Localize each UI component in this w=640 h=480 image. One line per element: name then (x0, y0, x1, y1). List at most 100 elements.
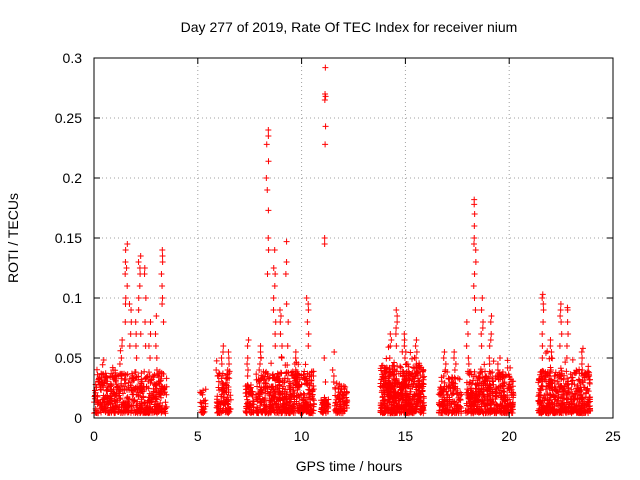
data-point (500, 393, 507, 400)
data-point (274, 403, 281, 410)
data-point (402, 384, 409, 391)
data-point (486, 355, 493, 361)
data-point (223, 398, 230, 405)
data-point (289, 405, 296, 412)
data-point (502, 372, 509, 379)
data-point (123, 265, 130, 271)
data-point (549, 406, 556, 413)
data-point (264, 271, 271, 277)
data-point (340, 393, 347, 400)
data-point (561, 387, 568, 394)
data-point (480, 391, 487, 398)
data-point (141, 368, 148, 375)
data-point (305, 331, 312, 337)
data-point (414, 398, 421, 405)
data-point (105, 397, 112, 404)
data-point (307, 402, 314, 409)
data-point (99, 361, 106, 368)
data-point (581, 376, 588, 383)
data-point (417, 409, 424, 416)
data-point (394, 319, 401, 325)
x-tick-label: 25 (605, 428, 621, 444)
data-point (482, 378, 489, 385)
data-point (553, 409, 560, 416)
data-point (115, 385, 122, 392)
data-point (321, 235, 328, 241)
data-point (472, 307, 479, 313)
data-point (257, 343, 264, 349)
data-point (555, 393, 562, 400)
data-point (441, 408, 448, 415)
data-point (421, 373, 428, 380)
data-point (404, 402, 411, 409)
x-tick-label: 15 (398, 428, 414, 444)
data-point (321, 97, 328, 103)
data-point (472, 381, 479, 388)
data-point (284, 389, 291, 396)
data-point (477, 366, 484, 373)
data-point (441, 379, 448, 386)
data-point (554, 372, 561, 379)
data-point (463, 343, 470, 349)
data-point (253, 391, 260, 398)
data-point (387, 390, 394, 397)
data-point (443, 388, 450, 395)
data-point (287, 391, 294, 398)
data-point (320, 400, 327, 407)
data-point (331, 402, 338, 409)
data-point (222, 385, 229, 392)
data-point (322, 141, 329, 148)
data-point (198, 400, 205, 407)
data-point (454, 402, 461, 409)
data-point (400, 399, 407, 406)
data-point (343, 389, 350, 396)
data-point (198, 409, 205, 416)
data-point (539, 291, 546, 298)
data-point (223, 379, 230, 386)
data-point (548, 407, 555, 414)
data-point (162, 405, 169, 412)
data-point (481, 361, 488, 368)
data-point (214, 373, 221, 379)
data-point (150, 374, 157, 381)
data-point (465, 406, 472, 413)
data-point (560, 376, 567, 383)
data-point (494, 407, 501, 414)
grid-lines (94, 58, 613, 418)
data-point (294, 377, 301, 384)
y-tick-label: 0.05 (55, 350, 82, 366)
data-point (573, 367, 580, 374)
data-point (563, 343, 570, 349)
data-point (384, 365, 391, 372)
data-point (124, 283, 131, 289)
data-point (569, 356, 576, 363)
data-point (537, 387, 544, 394)
data-point (573, 368, 580, 375)
data-point (539, 295, 546, 301)
data-point (302, 405, 309, 412)
y-axis-label: ROTI / TECUs (5, 193, 21, 283)
data-point (95, 376, 102, 383)
data-point (403, 368, 410, 375)
data-point (224, 367, 231, 373)
data-point (310, 407, 317, 414)
data-point (130, 402, 137, 409)
data-point (401, 331, 408, 337)
data-point (223, 375, 230, 382)
data-point (153, 355, 160, 361)
data-point (574, 395, 581, 402)
data-point (542, 386, 549, 393)
data-point (91, 393, 98, 400)
data-point (295, 371, 302, 378)
data-point (141, 271, 148, 277)
data-point (107, 381, 114, 388)
data-point (381, 398, 388, 405)
data-point (124, 241, 131, 247)
y-tick-label: 0.25 (55, 110, 82, 126)
data-point (383, 402, 390, 409)
data-point (578, 349, 585, 355)
data-point (442, 367, 449, 373)
data-point (157, 377, 164, 384)
data-point (133, 391, 140, 398)
